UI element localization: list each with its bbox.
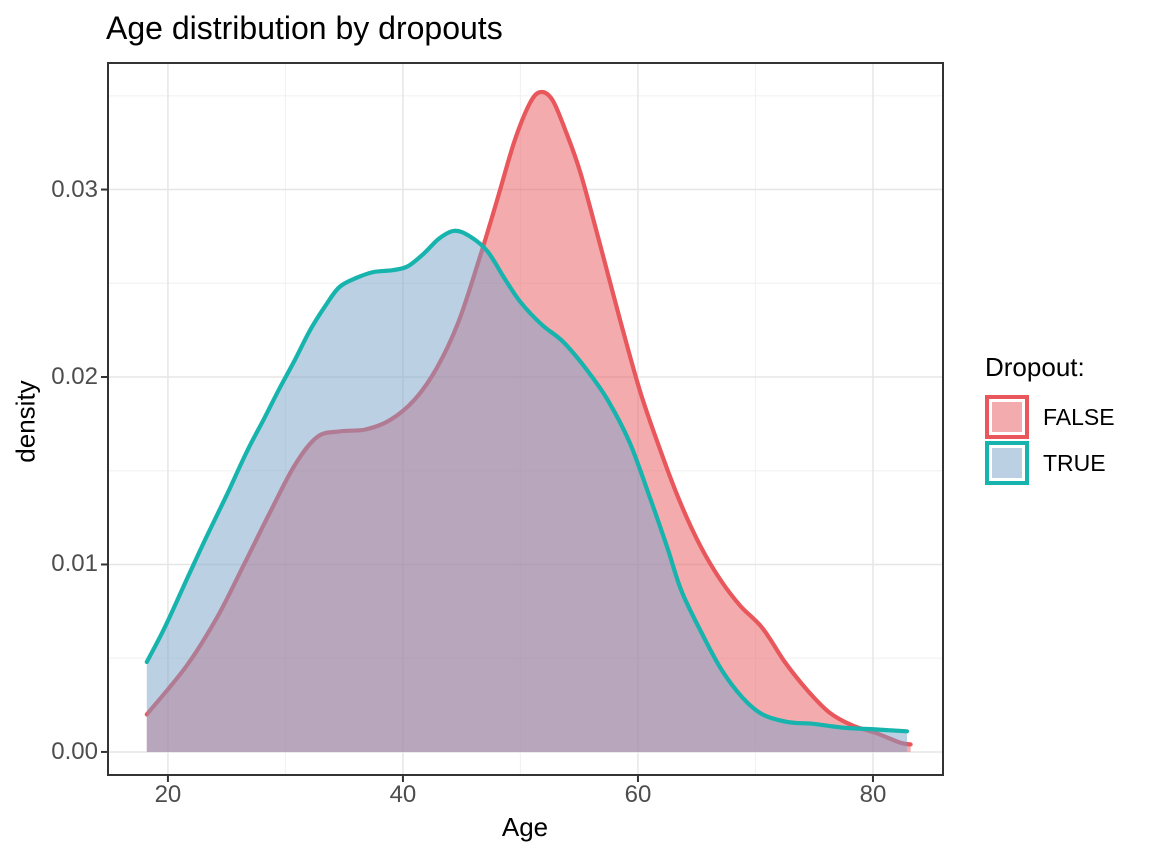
x-tick-label: 60 bbox=[624, 781, 652, 808]
legend-key-icon bbox=[985, 395, 1029, 439]
legend-key-icon bbox=[985, 441, 1029, 485]
x-tick-label: 40 bbox=[389, 781, 417, 808]
y-tick-label: 0.01 bbox=[51, 550, 98, 578]
legend-item-true: TRUE bbox=[985, 441, 1115, 485]
y-tick-label: 0.02 bbox=[51, 363, 98, 390]
legend-item-false: FALSE bbox=[985, 395, 1115, 439]
y-tick-label: 0.03 bbox=[51, 175, 98, 203]
legend-label: FALSE bbox=[1043, 403, 1115, 430]
density-area-true bbox=[146, 230, 908, 752]
legend-key-fill bbox=[992, 448, 1022, 478]
legend-key-fill bbox=[992, 402, 1022, 432]
chart-title: Age distribution by dropouts bbox=[106, 10, 503, 46]
legend-title: Dropout: bbox=[985, 352, 1085, 382]
x-axis-title: Age bbox=[501, 812, 549, 842]
legend-label: TRUE bbox=[1043, 449, 1106, 476]
panel-border bbox=[107, 62, 944, 776]
legend-items: FALSE TRUE bbox=[985, 395, 1115, 485]
x-tick-label: 80 bbox=[859, 781, 887, 808]
legend: Dropout: FALSE TRUE bbox=[985, 352, 1115, 487]
y-tick-label: 0.00 bbox=[51, 737, 98, 765]
density-curve-true bbox=[144, 228, 910, 734]
x-tick-label: 20 bbox=[154, 781, 182, 808]
